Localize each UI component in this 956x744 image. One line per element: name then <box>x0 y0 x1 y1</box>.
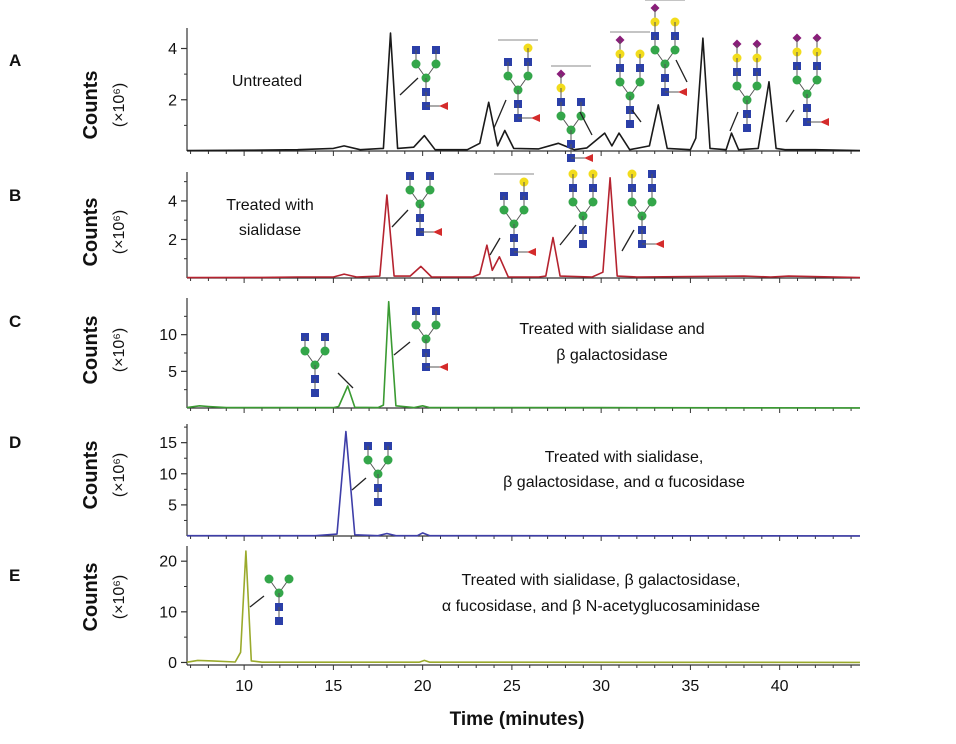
y-axis-label: Counts <box>80 441 102 510</box>
glycan-structure-icon <box>732 39 762 132</box>
chromatogram-trace <box>187 430 861 537</box>
x-tick-label: 25 <box>503 678 521 695</box>
chromatogram-trace <box>186 300 861 409</box>
glycan-structure-icon <box>494 173 536 256</box>
y-tick-label: 4 <box>168 193 177 210</box>
glycan-structure-icon <box>792 33 829 126</box>
panel-b: B Counts (×10⁶) 2 4 Treated with sialidase <box>9 172 861 283</box>
y-axis-unit: (×10⁶) <box>111 575 128 619</box>
treatment-annotation: Treated with sialidase, β galactosidase, <box>462 572 741 589</box>
peak-leader-line <box>785 109 795 123</box>
peak-leader-line <box>631 109 642 123</box>
y-tick-label: 15 <box>159 435 177 452</box>
peak-leader-line <box>393 341 411 356</box>
glycan-structure-icon <box>264 574 294 625</box>
treatment-annotation: sialidase <box>239 222 301 239</box>
peak-leader-line <box>675 59 688 83</box>
glycan-structure-icon <box>551 65 593 162</box>
y-tick-label: 10 <box>159 604 177 621</box>
peak-leader-line <box>391 209 409 228</box>
chromatogram-trace <box>186 32 861 152</box>
panel-d: D Counts (×10⁶) 5 10 15 Treated with sialidase… <box>9 424 861 541</box>
panel-c: C Counts (×10⁶) 5 10 Treated with sialidase a… <box>9 298 861 413</box>
y-axis-unit: (×10⁶) <box>111 328 128 372</box>
x-tick-label: 15 <box>324 678 342 695</box>
y-axis-unit: (×10⁶) <box>111 83 128 127</box>
chromatogram-trace <box>186 550 861 664</box>
glycan-structure-icon <box>411 307 448 371</box>
panel-a: A Counts (×10⁶) 2 4 Untreated <box>9 28 861 156</box>
x-tick-label: 35 <box>682 678 700 695</box>
treatment-annotation: α fucosidase, and β N-acetyglucosaminida… <box>442 598 760 615</box>
panel-letter: A <box>9 51 21 70</box>
x-tick-label: 30 <box>592 678 610 695</box>
peak-leader-line <box>493 99 507 129</box>
treatment-annotation: Untreated <box>232 73 302 90</box>
y-tick-label: 2 <box>168 232 177 249</box>
treatment-annotation: Treated with sialidase, <box>545 449 704 466</box>
peak-leader-line <box>337 372 354 389</box>
y-tick-label: 10 <box>159 466 177 483</box>
y-axis-label: Counts <box>80 198 102 267</box>
y-tick-label: 4 <box>168 41 177 58</box>
y-tick-label: 0 <box>168 655 177 672</box>
peak-leader-line <box>489 237 501 256</box>
glycan-structure-icon <box>568 169 598 248</box>
glycan-structure-icon <box>498 39 540 122</box>
glycan-structure-icon <box>645 0 687 96</box>
glycan-structure-icon <box>363 442 393 506</box>
panel-letter: B <box>9 186 21 205</box>
y-axis-label: Counts <box>80 316 102 385</box>
y-axis-unit: (×10⁶) <box>111 453 128 497</box>
treatment-annotation: Treated with <box>226 197 313 214</box>
y-tick-label: 2 <box>168 92 177 109</box>
y-tick-label: 20 <box>159 554 177 571</box>
y-axis-label: Counts <box>80 71 102 140</box>
glycan-structure-icon <box>300 333 330 397</box>
y-tick-label: 10 <box>159 327 177 344</box>
peak-leader-line <box>559 224 577 246</box>
peak-leader-line <box>621 229 635 252</box>
treatment-annotation: β galactosidase, and α fucosidase <box>503 474 745 491</box>
y-axis-label: Counts <box>80 563 102 632</box>
chromatogram-trace <box>186 177 861 279</box>
peak-leader-line <box>351 477 367 491</box>
y-tick-label: 5 <box>168 497 177 514</box>
peak-leader-line <box>729 111 739 132</box>
panel-letter: D <box>9 433 21 452</box>
x-tick-label: 10 <box>235 678 253 695</box>
glycan-structure-icons <box>249 0 829 625</box>
panel-letter: C <box>9 312 21 331</box>
glycan-structure-icon <box>610 31 650 128</box>
treatment-annotation: β galactosidase <box>556 347 668 364</box>
x-tick-label: 40 <box>771 678 789 695</box>
panel-letter: E <box>9 566 20 585</box>
peak-leader-line <box>399 77 419 96</box>
y-tick-label: 5 <box>168 364 177 381</box>
glycan-structure-icon <box>411 46 448 110</box>
x-axis-label: Time (minutes) <box>450 709 585 730</box>
y-axis-unit: (×10⁶) <box>111 210 128 254</box>
peak-leader-line <box>249 595 265 608</box>
glycan-structure-icon <box>405 172 442 236</box>
glycan-structure-icon <box>627 169 664 248</box>
treatment-annotation: Treated with sialidase and <box>519 321 704 338</box>
peak-leader-line <box>579 111 593 136</box>
panel-e: E Counts (×10⁶) 0 10 20 10 15 20 25 30 35 40 Treated … <box>9 546 861 695</box>
x-tick-label: 20 <box>414 678 432 695</box>
